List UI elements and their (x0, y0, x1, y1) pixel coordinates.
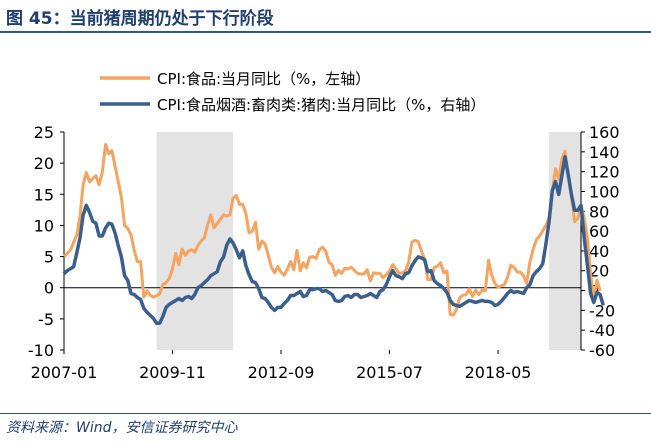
left-tick-label: 0 (44, 279, 54, 298)
right-tick-label: -60 (589, 341, 615, 360)
right-tick-label: -20 (589, 301, 615, 320)
axes: 2520151050-5-10160140120100806040200-20-… (28, 123, 620, 382)
left-tick-label: 20 (34, 154, 54, 173)
right-tick-label: 160 (589, 123, 620, 142)
left-tick-label: 5 (44, 248, 54, 267)
x-tick-label: 2007-01 (31, 363, 98, 382)
title-rule (0, 31, 651, 33)
legend-label-2: CPI:食品烟酒:畜肉类:猪肉:当月同比（%，右轴） (157, 96, 485, 114)
legend-label-1: CPI:食品:当月同比（%，左轴） (157, 70, 370, 88)
series-line-1 (62, 143, 602, 317)
source-note: 资料来源：Wind，安信证券研究中心 (6, 420, 238, 436)
left-tick-label: -5 (38, 310, 54, 329)
x-tick-label: 2018-05 (465, 363, 532, 382)
right-tick-label: 140 (589, 143, 620, 162)
left-tick-label: 10 (34, 216, 54, 235)
shaded-periods (156, 132, 581, 350)
footer-rule (0, 413, 651, 414)
series-line-2 (62, 155, 605, 325)
right-tick-label: 20 (589, 262, 609, 281)
right-tick-label: 100 (589, 182, 620, 201)
right-tick-label: 120 (589, 163, 620, 182)
x-tick-label: 2015-07 (356, 363, 423, 382)
left-tick-label: 25 (34, 123, 54, 142)
right-tick-label: 60 (589, 222, 609, 241)
right-tick-label: 80 (589, 202, 609, 221)
right-tick-label: 40 (589, 242, 609, 261)
series-lines (62, 143, 605, 325)
figure-title: 图 45：当前猪周期仍处于下行阶段 (6, 9, 274, 29)
right-tick-label: -40 (589, 321, 615, 340)
line-chart: 2520151050-5-10160140120100806040200-20-… (28, 70, 620, 382)
legend: CPI:食品:当月同比（%，左轴） CPI:食品烟酒:畜肉类:猪肉:当月同比（%，… (100, 70, 485, 114)
left-tick-label: -10 (28, 341, 54, 360)
left-tick-label: 15 (34, 185, 54, 204)
x-tick-label: 2012-09 (248, 363, 315, 382)
shaded-period-1 (156, 132, 234, 350)
x-tick-label: 2009-11 (139, 363, 206, 382)
